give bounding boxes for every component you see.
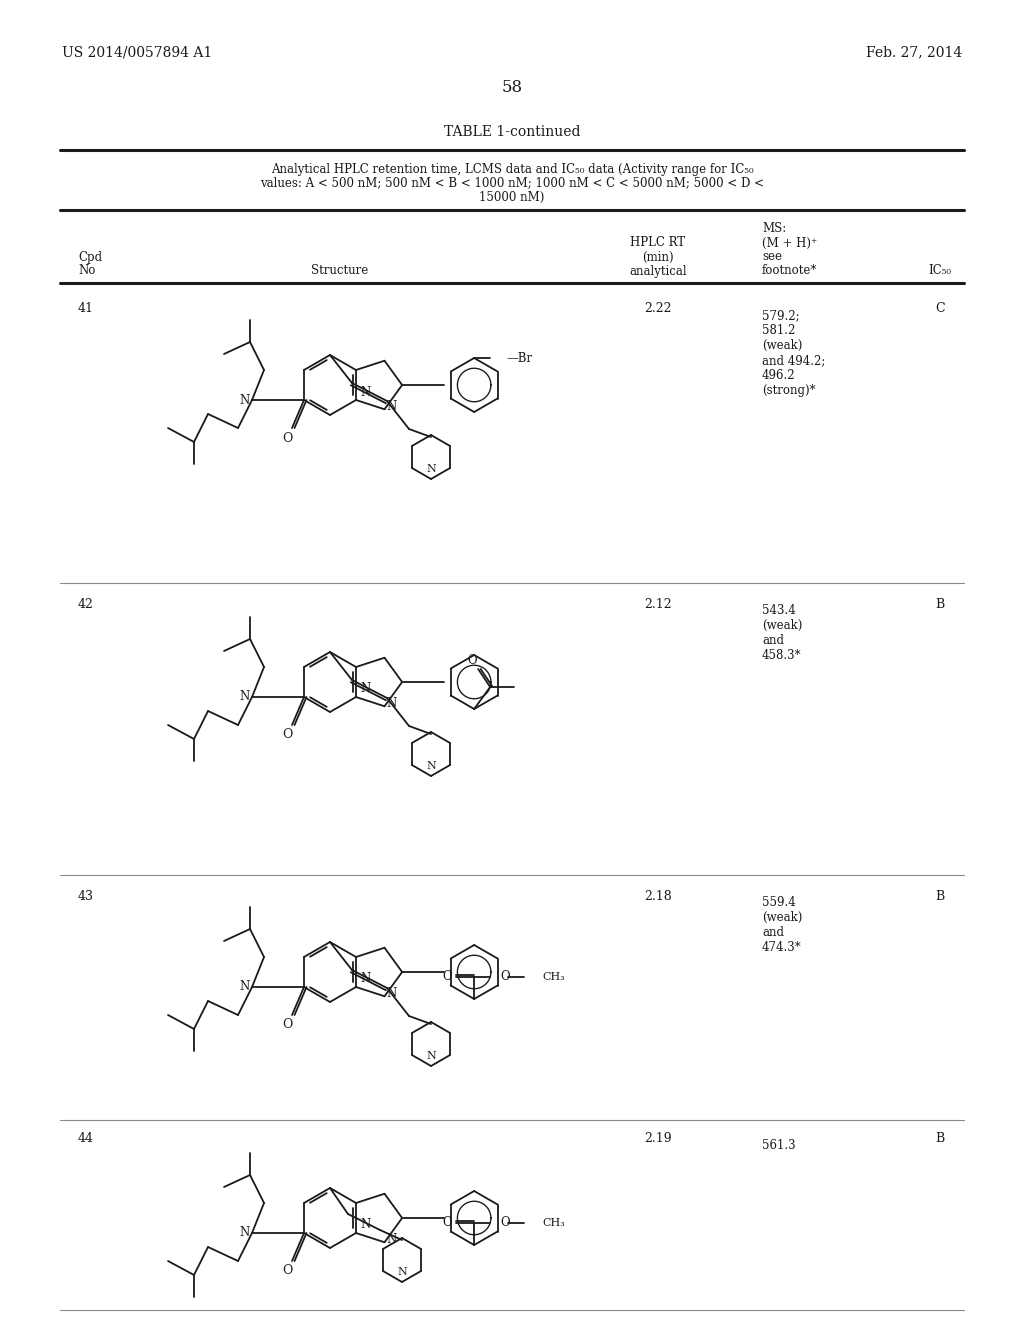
Text: 561.3: 561.3 bbox=[762, 1139, 796, 1152]
Text: N: N bbox=[240, 690, 250, 704]
Text: N: N bbox=[360, 973, 371, 986]
Text: B: B bbox=[935, 1133, 944, 1146]
Text: 2.19: 2.19 bbox=[644, 1133, 672, 1146]
Text: Feb. 27, 2014: Feb. 27, 2014 bbox=[865, 45, 962, 59]
Text: —Br: —Br bbox=[506, 351, 532, 364]
Text: N: N bbox=[240, 393, 250, 407]
Text: O: O bbox=[467, 655, 477, 668]
Text: US 2014/0057894 A1: US 2014/0057894 A1 bbox=[62, 45, 212, 59]
Text: N: N bbox=[386, 987, 396, 999]
Text: O: O bbox=[442, 970, 452, 983]
Text: 58: 58 bbox=[502, 79, 522, 96]
Text: 41: 41 bbox=[78, 302, 94, 315]
Text: 44: 44 bbox=[78, 1133, 94, 1146]
Text: CH₃: CH₃ bbox=[542, 972, 565, 982]
Text: TABLE 1-continued: TABLE 1-continued bbox=[443, 125, 581, 139]
Text: O: O bbox=[442, 1217, 452, 1229]
Text: N: N bbox=[426, 1051, 436, 1061]
Text: 15000 nM): 15000 nM) bbox=[479, 190, 545, 203]
Text: 2.12: 2.12 bbox=[644, 598, 672, 610]
Text: N: N bbox=[386, 697, 396, 710]
Text: B: B bbox=[935, 598, 944, 610]
Text: 2.22: 2.22 bbox=[644, 302, 672, 315]
Text: 559.4
(weak)
and
474.3*: 559.4 (weak) and 474.3* bbox=[762, 896, 803, 954]
Text: O: O bbox=[282, 1265, 292, 1278]
Text: footnote*: footnote* bbox=[762, 264, 817, 277]
Text: Structure: Structure bbox=[311, 264, 369, 277]
Text: No: No bbox=[78, 264, 95, 277]
Text: see: see bbox=[762, 251, 782, 264]
Text: N: N bbox=[426, 762, 436, 771]
Text: values: A < 500 nM; 500 nM < B < 1000 nM; 1000 nM < C < 5000 nM; 5000 < D <: values: A < 500 nM; 500 nM < B < 1000 nM… bbox=[260, 177, 764, 190]
Text: N: N bbox=[386, 400, 396, 413]
Text: Analytical HPLC retention time, LCMS data and IC₅₀ data (Activity range for IC₅₀: Analytical HPLC retention time, LCMS dat… bbox=[270, 162, 754, 176]
Text: 579.2;
581.2
(weak)
and 494.2;
496.2
(strong)*: 579.2; 581.2 (weak) and 494.2; 496.2 (st… bbox=[762, 309, 825, 397]
Text: CH₃: CH₃ bbox=[542, 1218, 565, 1228]
Text: 42: 42 bbox=[78, 598, 94, 610]
Text: N: N bbox=[360, 385, 371, 399]
Text: (min): (min) bbox=[642, 251, 674, 264]
Text: N: N bbox=[240, 981, 250, 994]
Text: MS:: MS: bbox=[762, 222, 786, 235]
Text: IC₅₀: IC₅₀ bbox=[929, 264, 951, 277]
Text: 2.18: 2.18 bbox=[644, 890, 672, 903]
Text: (M + H)⁺: (M + H)⁺ bbox=[762, 236, 817, 249]
Text: HPLC RT: HPLC RT bbox=[631, 236, 685, 249]
Text: N: N bbox=[397, 1267, 407, 1276]
Text: N: N bbox=[360, 1218, 371, 1232]
Text: N: N bbox=[240, 1226, 250, 1239]
Text: analytical: analytical bbox=[629, 264, 687, 277]
Text: N: N bbox=[426, 465, 436, 474]
Text: C: C bbox=[935, 302, 945, 315]
Text: N: N bbox=[360, 682, 371, 696]
Text: O: O bbox=[500, 970, 510, 983]
Text: 543.4
(weak)
and
458.3*: 543.4 (weak) and 458.3* bbox=[762, 605, 803, 663]
Text: N: N bbox=[386, 1233, 396, 1246]
Text: O: O bbox=[500, 1217, 510, 1229]
Text: Cpd: Cpd bbox=[78, 251, 102, 264]
Text: O: O bbox=[282, 1019, 292, 1031]
Text: B: B bbox=[935, 890, 944, 903]
Text: O: O bbox=[282, 729, 292, 742]
Text: 43: 43 bbox=[78, 890, 94, 903]
Text: O: O bbox=[282, 432, 292, 445]
